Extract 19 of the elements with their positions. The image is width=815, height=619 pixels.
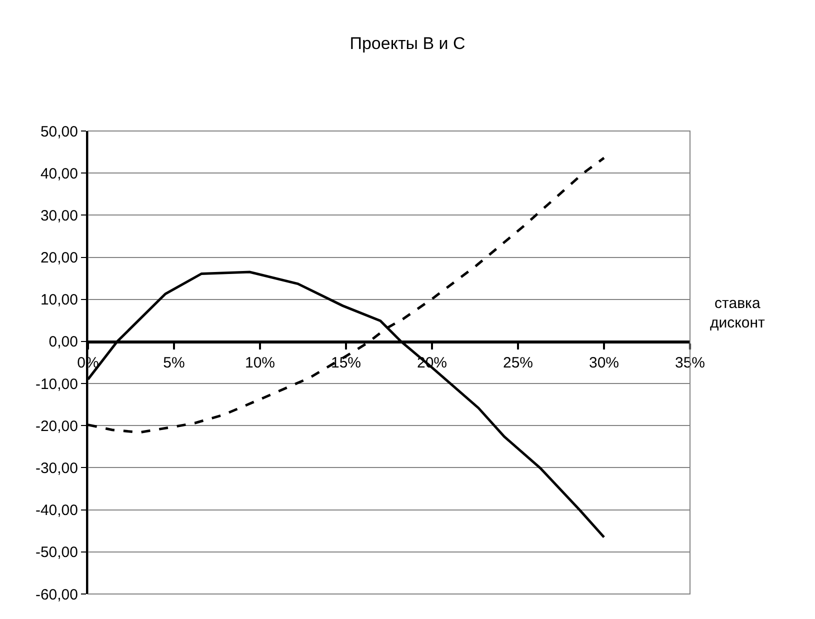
y-tick-label: -40,00: [35, 502, 78, 520]
y-tick-label: 10,00: [40, 292, 78, 309]
x-tick-label: 10%: [244, 354, 276, 372]
x-tick-label: 15%: [330, 354, 362, 372]
x-tick-label: 25%: [502, 354, 534, 372]
y-tick-label: -20,00: [35, 418, 78, 435]
x-tick-label: 5%: [163, 354, 185, 372]
y-tick-label: -10,00: [35, 376, 78, 393]
y-tick-label: -50,00: [35, 544, 78, 562]
y-tick-label: 50,00: [40, 123, 78, 140]
y-tick-label: -60,00: [35, 586, 78, 604]
chart-title: Проекты В и С: [350, 34, 466, 54]
x-axis-title: ставка дисконт: [710, 295, 765, 332]
y-tick-label: 0,00: [48, 334, 78, 351]
y-tick-label: 30,00: [40, 207, 78, 224]
x-tick-label: 30%: [588, 354, 620, 372]
y-tick-label: -30,00: [35, 460, 78, 477]
y-tick-label: 20,00: [40, 250, 78, 267]
y-tick-label: 40,00: [40, 165, 78, 182]
